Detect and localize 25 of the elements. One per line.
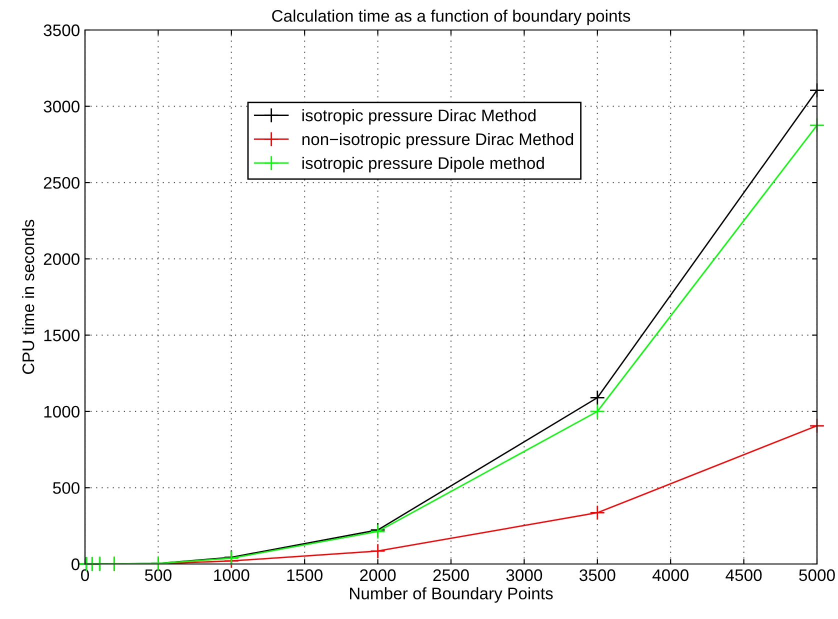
x-tick-label: 5000: [799, 569, 835, 582]
x-tick-label: 500: [144, 569, 172, 582]
x-tick-label: 4000: [652, 569, 688, 582]
y-tick-label: 0: [72, 558, 80, 570]
y-tick-label: 2500: [44, 176, 80, 189]
x-tick-label: 4500: [726, 569, 762, 582]
chart-title: Calculation time as a function of boundary points: [272, 10, 630, 26]
y-tick-label: 1500: [44, 330, 80, 342]
x-tick-label: 2000: [360, 569, 396, 582]
x-tick-label: 0: [81, 569, 89, 582]
legend-label: non−isotropic pressure Dirac Method: [302, 132, 574, 148]
y-tick-label: 3000: [44, 100, 80, 112]
x-axis-title: Number of Boundary Points: [350, 587, 553, 603]
y-axis-title: CPU time in seconds: [22, 220, 34, 374]
y-tick-label: 2000: [44, 253, 80, 266]
x-tick-label: 3500: [580, 569, 616, 582]
x-tick-label: 1500: [287, 569, 322, 582]
x-tick-label: 1000: [214, 569, 250, 582]
x-tick-label: 2500: [433, 569, 469, 582]
x-tick-label: 3000: [506, 569, 542, 582]
y-tick-label: 500: [53, 482, 80, 494]
y-tick-label: 1000: [44, 406, 80, 418]
legend-label: isotropic pressure Dipole method: [302, 156, 544, 172]
legend-label: isotropic pressure Dirac Method: [302, 109, 536, 125]
y-tick-label: 3500: [44, 24, 80, 36]
